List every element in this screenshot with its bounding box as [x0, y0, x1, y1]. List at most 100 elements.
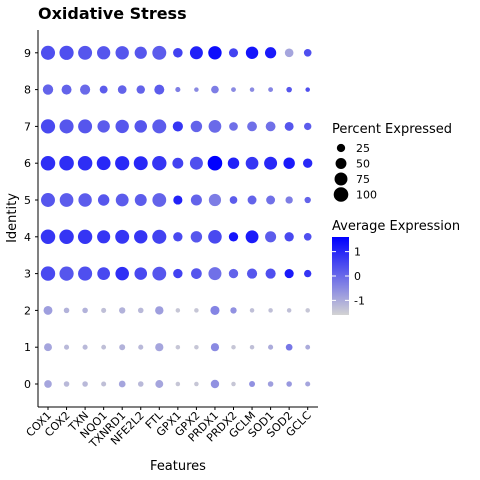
y-tick-label: 0: [24, 378, 31, 391]
dot-ftl-0: [155, 380, 164, 388]
dot-gclc-1: [305, 344, 311, 350]
dot-cox2-2: [63, 307, 70, 314]
size-legend-dot: [335, 158, 347, 169]
dot-prdx2-7: [229, 122, 238, 131]
dot-cox2-9: [59, 45, 74, 60]
dot-txnrd1-6: [115, 156, 130, 171]
dot-gclc-2: [305, 308, 310, 313]
dot-nqo1-2: [101, 307, 107, 313]
dot-ftl-1: [155, 343, 164, 352]
dot-prdx1-0: [210, 379, 220, 389]
dot-cox2-4: [59, 229, 74, 245]
dot-gpx1-0: [175, 381, 181, 387]
size-legend-dot: [333, 187, 349, 202]
dot-sod1-3: [265, 268, 276, 279]
dot-sod2-2: [286, 308, 292, 313]
dot-gpx2-5: [190, 194, 202, 206]
dot-cox2-6: [59, 155, 74, 171]
dot-prdx2-6: [227, 157, 240, 169]
dot-txn-3: [78, 266, 93, 281]
dot-gpx2-8: [194, 87, 199, 92]
dot-gclm-7: [247, 121, 257, 132]
color-legend: Average Expression 1 0 -1: [332, 219, 460, 315]
size-legend-dot: [336, 143, 346, 153]
dot-ftl-2: [155, 306, 164, 315]
dot-sod1-4: [265, 231, 277, 243]
dot-nfe2l2-3: [134, 267, 148, 280]
dot-cox2-7: [59, 119, 74, 134]
dot-nfe2l2-2: [137, 307, 144, 314]
dot-cox1-5: [41, 193, 55, 207]
dot-gclm-1: [249, 344, 255, 350]
size-legend: Percent Expressed 25 50 75 100: [332, 122, 452, 202]
color-legend-bar: [332, 237, 349, 315]
dot-nqo1-8: [99, 85, 108, 94]
dot-gclc-6: [303, 158, 313, 168]
color-legend-label: 1: [354, 246, 361, 259]
dot-prdx1-4: [208, 230, 222, 244]
dot-ftl-8: [154, 84, 165, 95]
dot-nqo1-1: [101, 344, 107, 350]
size-legend-title: Percent Expressed: [332, 122, 452, 137]
size-legend-label: 75: [356, 173, 370, 186]
dot-prdx1-3: [208, 267, 222, 281]
dot-nfe2l2-9: [134, 46, 147, 59]
y-tick-label: 6: [24, 157, 31, 170]
dot-sod1-7: [265, 121, 276, 132]
dot-nqo1-7: [97, 120, 110, 133]
dot-gpx2-9: [189, 46, 203, 60]
dot-gclc-0: [305, 381, 311, 387]
y-tick-label: 7: [24, 120, 31, 133]
dot-gclm-3: [246, 268, 258, 279]
dot-nqo1-6: [96, 156, 111, 171]
dot-sod1-8: [268, 87, 274, 93]
dot-sod2-7: [284, 121, 294, 131]
color-legend-ticks: 1 0 -1: [332, 246, 365, 307]
dot-cox2-8: [61, 84, 72, 95]
x-axis-label: Features: [150, 459, 206, 474]
dot-prdx2-9: [228, 48, 239, 58]
dot-sod2-8: [286, 86, 292, 93]
dot-txn-9: [78, 45, 93, 60]
dot-nfe2l2-7: [134, 120, 148, 133]
dot-cox2-1: [64, 344, 70, 350]
y-tick-label: 9: [24, 47, 31, 60]
dot-cox1-3: [40, 266, 56, 281]
dot-cox1-1: [44, 343, 52, 352]
size-legend-dot: [334, 172, 348, 186]
dot-gpx1-2: [175, 308, 181, 313]
dot-gclm-8: [249, 87, 255, 92]
dot-sod2-9: [284, 48, 294, 58]
dot-txn-2: [82, 307, 88, 314]
dot-prdx2-5: [229, 196, 238, 204]
dot-prdx2-8: [231, 87, 236, 93]
dot-nqo1-3: [97, 267, 110, 280]
dot-ftl-6: [152, 156, 167, 171]
dot-gpx1-3: [173, 268, 183, 279]
dot-nqo1-5: [97, 194, 110, 206]
dot-txn-6: [77, 155, 93, 171]
dot-gpx1-7: [172, 121, 183, 132]
dot-nqo1-0: [101, 381, 107, 387]
dot-gpx2-4: [190, 231, 203, 243]
dot-cox1-4: [40, 229, 56, 245]
y-tick-label: 5: [24, 194, 31, 207]
dot-sod1-5: [266, 195, 276, 205]
dot-ftl-7: [152, 119, 167, 134]
dot-gclm-0: [249, 381, 256, 387]
dot-gclm-9: [245, 46, 259, 59]
dot-gclc-5: [304, 196, 311, 204]
dot-gpx1-8: [175, 87, 181, 93]
dot-cox2-3: [59, 266, 74, 281]
dot-cox2-5: [59, 193, 74, 207]
dot-gclc-7: [304, 122, 312, 131]
dot-sod1-2: [268, 308, 273, 313]
dot-sod2-1: [285, 343, 293, 351]
dot-sod2-0: [286, 381, 292, 387]
dot-txnrd1-2: [119, 307, 126, 314]
dot-gclm-4: [245, 230, 259, 244]
dot-prdx2-3: [228, 268, 239, 279]
size-legend-label: 100: [356, 189, 377, 202]
dot-gpx1-1: [175, 344, 181, 350]
y-tick-label: 3: [24, 268, 31, 281]
